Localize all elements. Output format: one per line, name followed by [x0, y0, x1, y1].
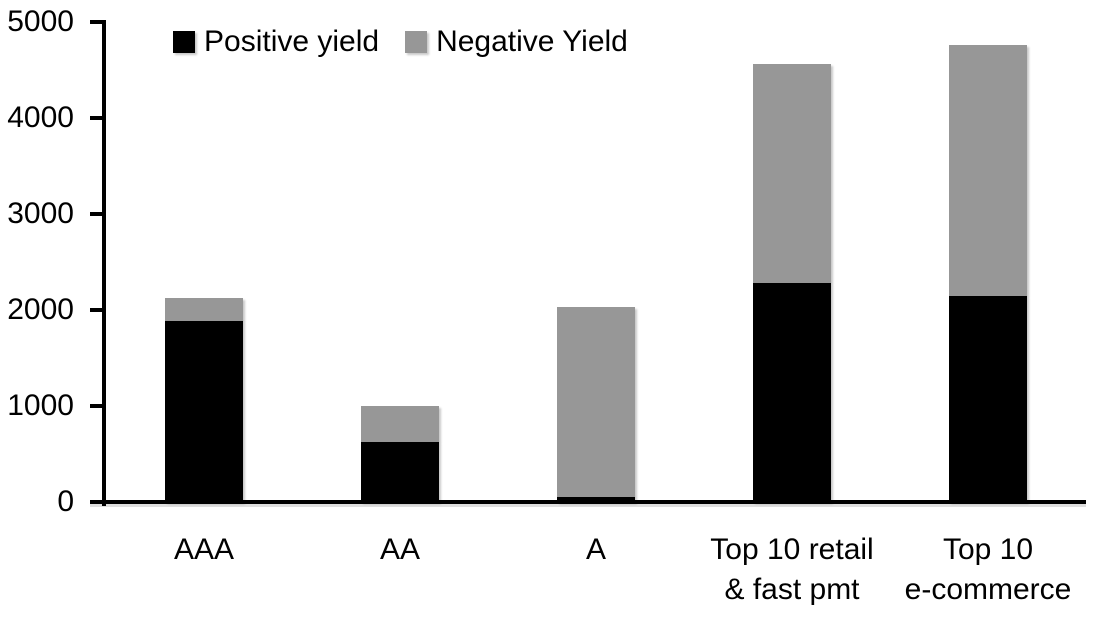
x-axis-category-label: AAA: [173, 533, 235, 566]
bar-segment-negative-yield: [557, 307, 635, 498]
legend-item: Positive yield: [173, 24, 379, 60]
legend-label: Negative Yield: [436, 25, 628, 58]
y-axis-tick: [90, 308, 106, 312]
y-axis-tick-label: 0: [57, 485, 74, 518]
y-axis-tick: [90, 116, 106, 120]
bar-segment-positive-yield: [753, 283, 831, 502]
y-axis-line: [102, 20, 106, 506]
bar-segment-negative-yield: [753, 64, 831, 284]
y-axis-tick: [90, 212, 106, 216]
bar-segment-positive-yield: [557, 497, 635, 502]
y-axis-tick-label: 2000: [7, 293, 74, 326]
bar-segment-negative-yield: [165, 298, 243, 321]
x-axis-category-label: A: [585, 533, 606, 566]
bar-segment-negative-yield: [949, 45, 1027, 296]
legend-item: Negative Yield: [405, 24, 628, 60]
x-axis-category-label: Top 10 retail & fast pmt: [710, 533, 874, 606]
bar-segment-positive-yield: [361, 442, 439, 502]
x-axis-line: [90, 500, 1086, 504]
y-axis-tick-label: 5000: [7, 5, 74, 38]
bar-segment-negative-yield: [361, 406, 439, 443]
y-axis-tick: [90, 20, 106, 24]
bar-segment-positive-yield: [165, 320, 243, 502]
chart-legend: Positive yield Negative Yield: [173, 24, 628, 60]
bar-segment-positive-yield: [949, 295, 1027, 502]
y-axis-tick-label: 4000: [7, 101, 74, 134]
legend-swatch-icon: [405, 31, 428, 53]
y-axis-tick: [90, 404, 106, 408]
y-axis-tick-label: 1000: [7, 389, 74, 422]
x-axis-category-label: Top 10 e-commerce: [904, 533, 1072, 606]
x-axis-category-label: AA: [379, 533, 421, 566]
y-axis-tick-label: 3000: [7, 197, 74, 230]
legend-label: Positive yield: [204, 25, 380, 58]
legend-swatch-icon: [173, 31, 195, 53]
